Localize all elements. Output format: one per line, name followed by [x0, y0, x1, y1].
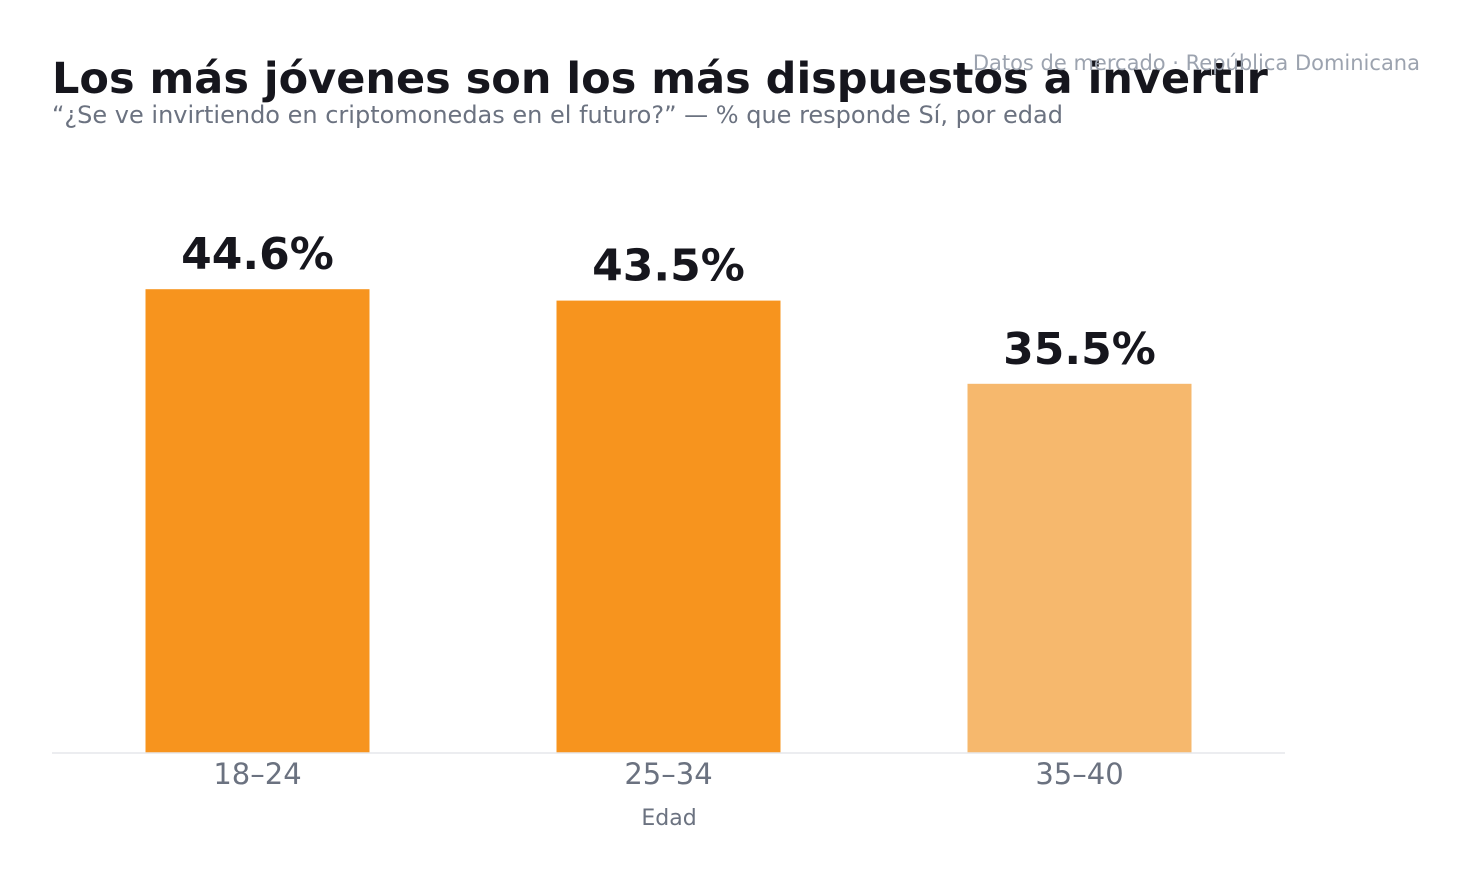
bar-2	[556, 300, 781, 753]
value-label-3: 35.5%	[1003, 324, 1156, 375]
value-labels-group: 44.6% 43.5% 35.5%	[181, 229, 1156, 375]
bar-3	[967, 383, 1192, 753]
chart-source: Datos de mercado · República Dominicana	[973, 51, 1420, 75]
bars-group	[145, 289, 1192, 753]
bar-1	[145, 289, 370, 753]
x-tick-label-1: 18–24	[213, 757, 301, 791]
chart-title: Los más jóvenes son los más dispuestos a…	[52, 54, 1269, 104]
x-tick-label-2: 25–34	[624, 757, 712, 791]
chart-subtitle: “¿Se ve invirtiendo en criptomonedas en …	[52, 101, 1063, 129]
value-label-2: 43.5%	[592, 241, 745, 292]
x-tick-label-3: 35–40	[1035, 757, 1123, 791]
value-label-1: 44.6%	[181, 229, 334, 280]
x-tick-labels-group: 18–24 25–34 35–40	[213, 757, 1123, 791]
x-axis-title: Edad	[641, 806, 696, 831]
